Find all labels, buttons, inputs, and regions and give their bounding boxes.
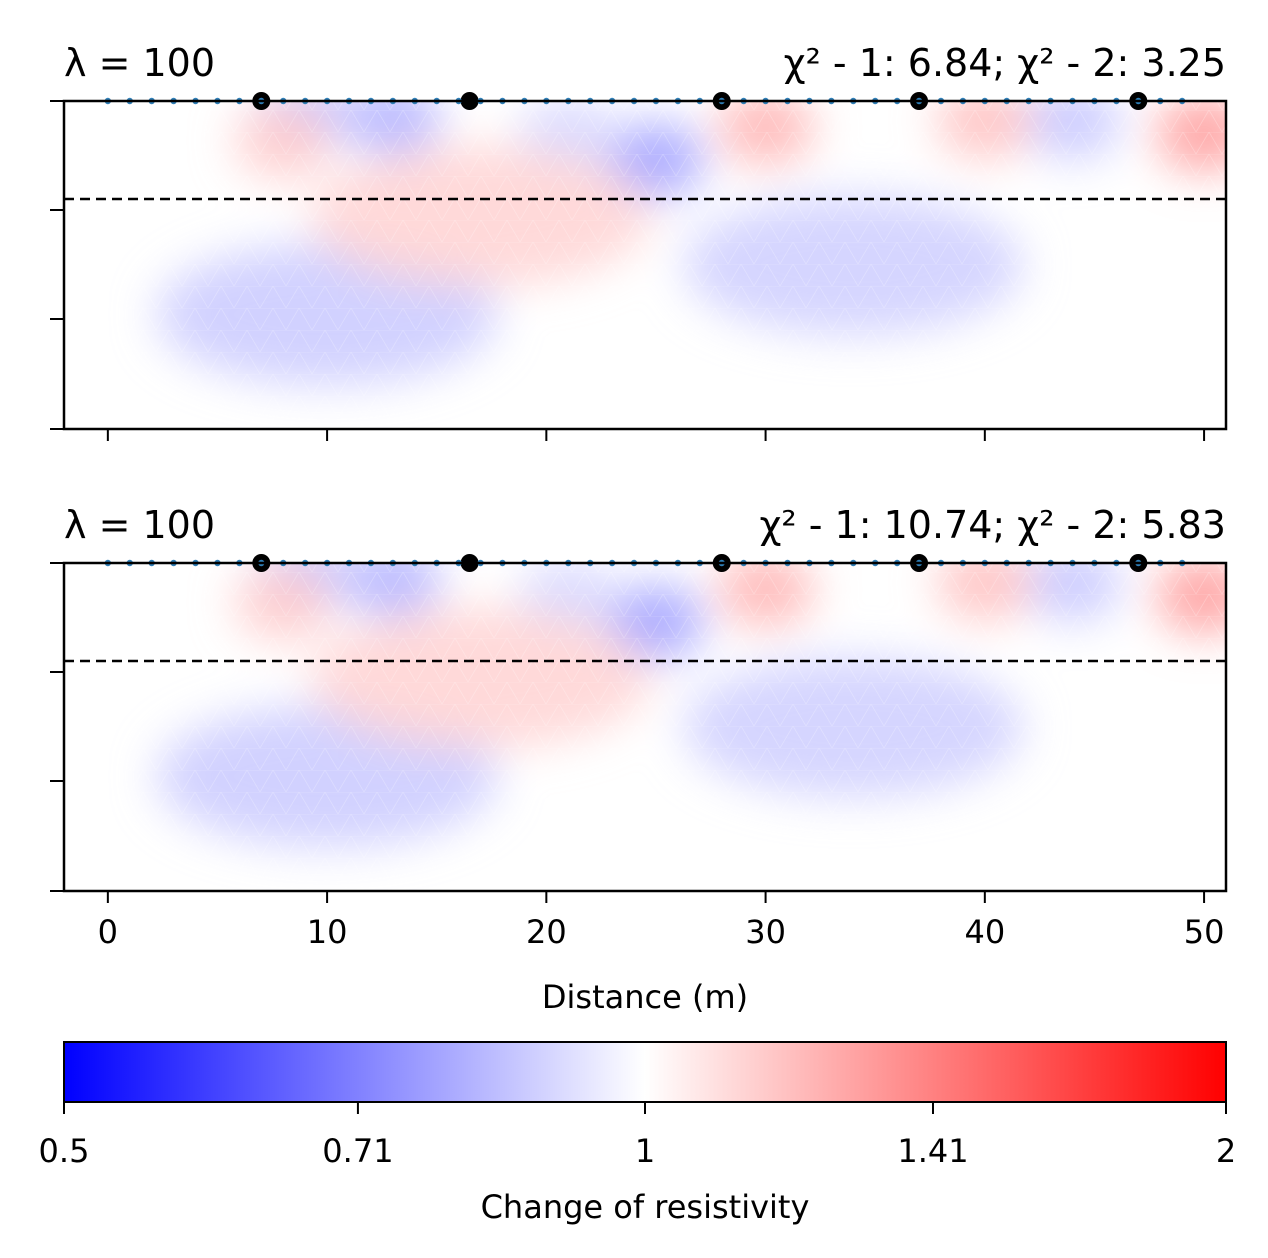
panel-1-chi2-label: χ² - 1: 6.84; χ² - 2: 3.25 (784, 41, 1226, 85)
x-axis-label: Distance (m) (542, 978, 748, 1016)
panel-1-frame (62, 99, 1228, 431)
panel-2: λ = 100 χ² - 1: 10.74; χ² - 2: 5.83 0 10 2… (50, 503, 1228, 951)
panel-2-chi2-label: χ² - 1: 10.74; χ² - 2: 5.83 (759, 503, 1226, 547)
panel-2-plot-area (64, 563, 1226, 891)
colorbar-tick-label: 2 (1216, 1132, 1236, 1170)
colorbar-tick-label: 1 (635, 1132, 655, 1170)
panel-1: λ = 100 χ² - 1: 6.84; χ² - 2: 3.25 (50, 41, 1228, 441)
colorbar-label: Change of resistivity (481, 1188, 810, 1226)
colorbar-ticks: 0.5 0.71 1 1.41 2 (39, 1102, 1236, 1170)
x-tick-label: 40 (964, 913, 1005, 951)
colorbar-tick-label: 0.71 (322, 1132, 393, 1170)
colorbar-tick-label: 1.41 (897, 1132, 968, 1170)
x-tick-label: 30 (745, 913, 786, 951)
x-tick-label: 50 (1184, 913, 1225, 951)
colorbar-gradient (63, 1041, 1227, 1103)
panel-1-lambda-label: λ = 100 (64, 41, 215, 85)
colorbar-tick-label: 0.5 (39, 1132, 90, 1170)
panel-1-y-ticks (50, 100, 64, 430)
panel-2-frame (62, 561, 1228, 893)
x-tick-label: 20 (526, 913, 567, 951)
panel-2-lambda-label: λ = 100 (64, 503, 215, 547)
panel-1-electrodes (104, 92, 1186, 110)
x-tick-label: 10 (307, 913, 348, 951)
panel-1-x-ticks (106, 429, 1206, 441)
colorbar: 0.5 0.71 1 1.41 2 Change of resistivity (39, 1041, 1236, 1226)
panel-2-x-ticks: 0 10 20 30 40 50 (98, 891, 1225, 951)
panel-2-y-ticks (50, 562, 64, 892)
panel-1-plot-area (64, 101, 1226, 429)
x-tick-label: 0 (98, 913, 118, 951)
